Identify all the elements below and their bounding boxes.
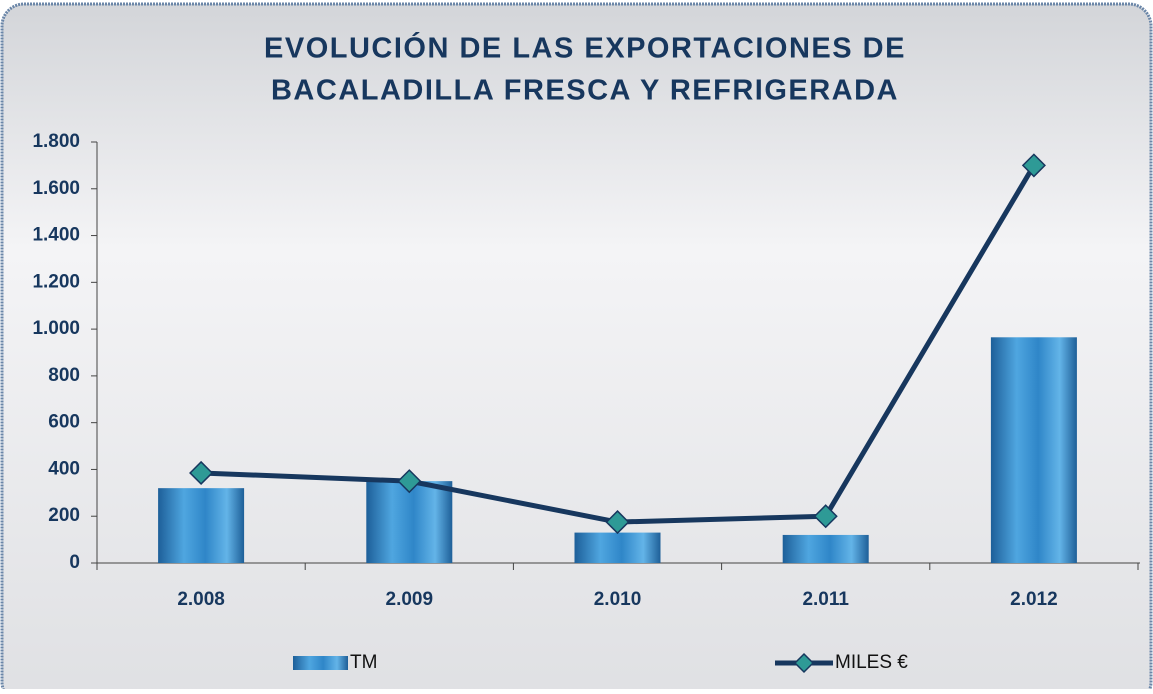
x-tick-label: 2.011 — [802, 589, 849, 610]
y-tick-label: 1.200 — [32, 271, 80, 292]
y-tick-label: 1.800 — [32, 131, 80, 152]
x-tick-label: 2.012 — [1010, 589, 1058, 610]
bar — [366, 481, 453, 563]
y-tick-label: 1.000 — [32, 318, 80, 339]
line-marker — [605, 510, 630, 535]
y-tick-label: 600 — [48, 412, 80, 433]
line-marker — [813, 504, 838, 529]
y-tick-label: 1.600 — [32, 178, 80, 199]
bar — [990, 337, 1077, 563]
y-tick-label: 1.400 — [32, 225, 80, 246]
x-tick-label: 2.010 — [594, 589, 642, 610]
legend-marker — [793, 652, 815, 674]
x-tick-label: 2.008 — [177, 589, 225, 610]
legend-label: MILES € — [835, 652, 908, 673]
y-tick-label: 800 — [48, 365, 80, 386]
y-tick-label: 0 — [69, 552, 80, 573]
line-marker — [397, 469, 422, 494]
chart-title: EVOLUCIÓN DE LAS EXPORTACIONES DE — [264, 31, 906, 65]
bar — [574, 532, 661, 563]
legend-label: TM — [350, 652, 377, 673]
bar — [782, 534, 869, 563]
bar — [158, 488, 245, 563]
line-marker — [189, 460, 214, 486]
y-tick-label: 200 — [48, 505, 80, 526]
y-tick-label: 400 — [48, 458, 80, 479]
chart-title: BACALADILLA FRESCA Y REFRIGERADA — [271, 75, 899, 107]
line-marker — [1021, 153, 1046, 178]
legend-swatch — [293, 656, 348, 670]
x-tick-label: 2.009 — [386, 589, 434, 610]
